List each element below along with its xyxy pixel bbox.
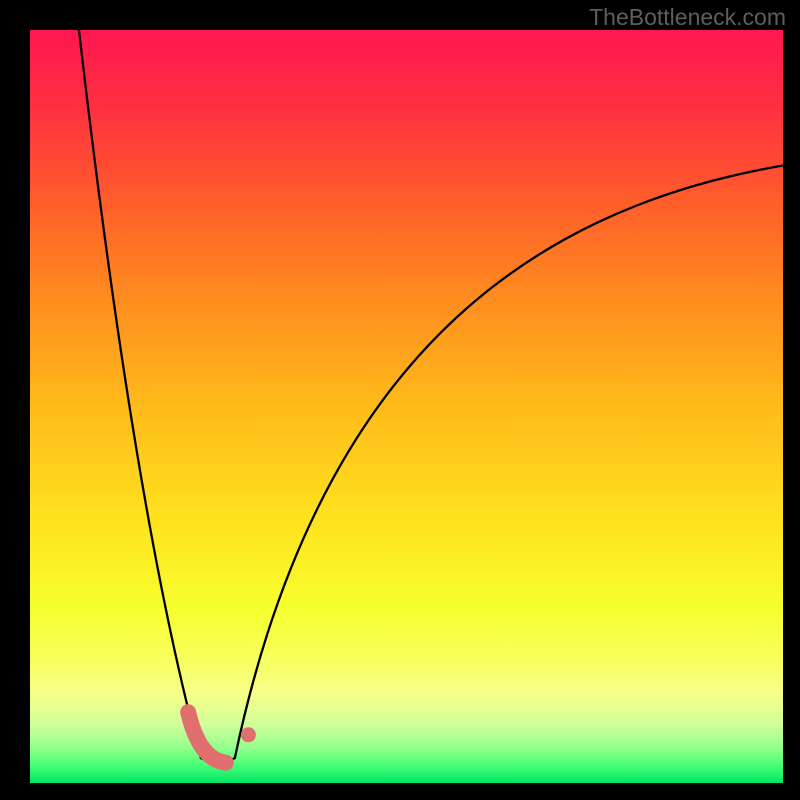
chart-frame: TheBottleneck.com xyxy=(0,0,800,800)
plot-background xyxy=(30,30,783,783)
watermark-text: TheBottleneck.com xyxy=(589,4,786,31)
secondary-marker-dot xyxy=(241,727,256,742)
bottleneck-chart xyxy=(0,0,800,800)
